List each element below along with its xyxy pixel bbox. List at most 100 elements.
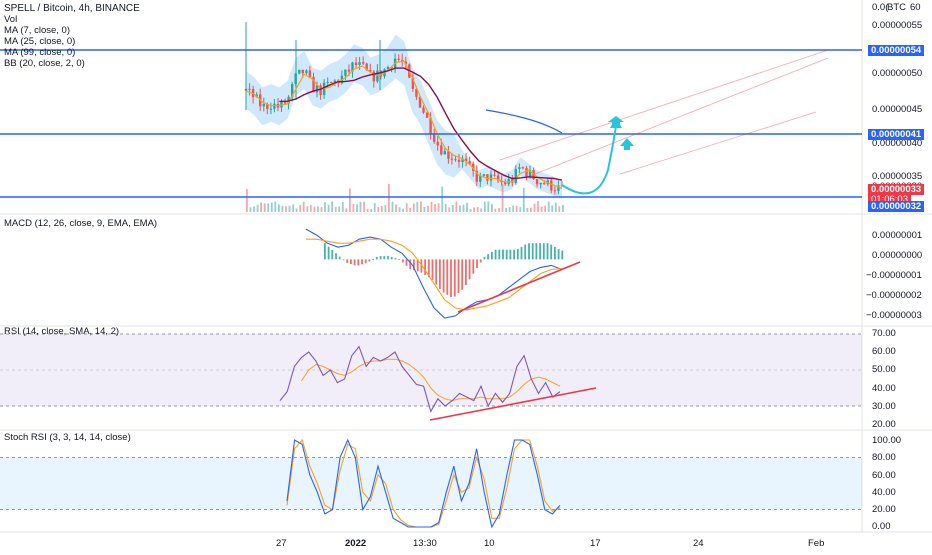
volume-bar bbox=[253, 206, 255, 212]
candle-body bbox=[379, 70, 383, 77]
macd-trendline bbox=[457, 261, 581, 313]
volume-bar bbox=[327, 204, 330, 212]
volume-bar bbox=[384, 205, 387, 212]
macd-histogram-bar bbox=[427, 259, 430, 278]
candle-body bbox=[404, 61, 407, 65]
volume-bar bbox=[437, 203, 440, 212]
candle-body bbox=[496, 175, 500, 181]
macd-histogram-bar bbox=[331, 249, 334, 260]
volume-bar bbox=[370, 209, 373, 212]
macd-histogram-bar bbox=[394, 258, 397, 260]
candle-body bbox=[443, 151, 446, 155]
volume-bar bbox=[402, 208, 404, 212]
macd-histogram-bar bbox=[346, 259, 349, 263]
rsi-line bbox=[279, 345, 561, 413]
volume-bar bbox=[498, 208, 500, 212]
stoch-title: Stoch RSI (3, 3, 14, 14, close) bbox=[4, 432, 131, 443]
candle-body bbox=[539, 183, 542, 185]
volume-bar bbox=[469, 208, 472, 212]
macd-histogram-bar bbox=[416, 259, 419, 272]
ma99-line bbox=[485, 109, 563, 134]
time-tick: 24 bbox=[693, 538, 704, 549]
macd-histogram-bar bbox=[379, 256, 382, 260]
macd-histogram-bar bbox=[498, 249, 501, 260]
macd-histogram-bar bbox=[446, 259, 449, 295]
candle-body bbox=[369, 70, 372, 72]
candle-body bbox=[440, 145, 443, 155]
candle-body bbox=[550, 180, 553, 191]
volume-bar bbox=[544, 205, 546, 212]
macd-histogram-bar bbox=[453, 259, 456, 297]
volume-bar bbox=[292, 204, 294, 212]
candle-body bbox=[447, 151, 450, 159]
arrow-up-icon bbox=[620, 138, 634, 150]
volume-bar bbox=[281, 206, 284, 212]
macd-histogram-bar bbox=[542, 243, 545, 260]
volume-bar bbox=[320, 207, 323, 212]
time-tick: 2022 bbox=[345, 538, 367, 549]
macd-histogram-bar bbox=[338, 256, 341, 260]
legend-bb: BB (20, close, 2, 0) bbox=[4, 58, 85, 69]
candle-body bbox=[514, 169, 517, 183]
macd-histogram-bar bbox=[390, 257, 393, 260]
candle-body bbox=[482, 174, 486, 176]
volume-bar bbox=[349, 188, 351, 212]
macd-signal-line bbox=[306, 238, 563, 311]
legend-title: SPELL / Bitcoin, 4h, BINANCE bbox=[4, 3, 140, 14]
candle-body bbox=[319, 85, 322, 96]
volume-bar bbox=[391, 201, 394, 212]
volume-bar bbox=[278, 204, 280, 212]
price-marker-032: 0.00000032 bbox=[868, 201, 925, 212]
time-tick: 10 bbox=[484, 538, 495, 549]
volume-bar bbox=[441, 186, 444, 212]
macd-histogram-bar bbox=[361, 259, 363, 265]
volume-bar bbox=[562, 205, 564, 212]
macd-histogram-bar bbox=[364, 259, 367, 264]
volume-bar bbox=[317, 206, 319, 212]
volume-bar bbox=[324, 202, 326, 212]
volume-bar bbox=[547, 201, 550, 212]
macd-histogram-bar bbox=[375, 257, 378, 260]
candle-body bbox=[411, 77, 415, 89]
volume-bar bbox=[459, 205, 461, 212]
ma7-line bbox=[245, 60, 563, 189]
macd-histogram-bar bbox=[372, 259, 374, 260]
candle-body bbox=[333, 80, 336, 83]
axis-top-partial: 0.0( bbox=[872, 2, 889, 13]
volume-bar bbox=[526, 208, 529, 212]
candle-body bbox=[301, 69, 304, 74]
candle-body bbox=[504, 182, 507, 185]
macd-histogram-bar bbox=[502, 249, 504, 260]
volume-bar bbox=[398, 207, 401, 212]
candle-body bbox=[457, 159, 461, 162]
candle-body bbox=[354, 62, 358, 65]
volume-bar bbox=[533, 203, 536, 212]
price-marker-041: 0.00000041 bbox=[868, 129, 925, 140]
macd-line bbox=[305, 228, 563, 319]
volume-bar bbox=[302, 201, 305, 212]
candle-body bbox=[436, 141, 439, 146]
candle-body bbox=[326, 82, 329, 83]
arrow-up-icon bbox=[608, 116, 624, 128]
stoch-tick: 100.00 bbox=[872, 435, 902, 446]
macd-histogram-bar bbox=[442, 259, 445, 293]
candle-body bbox=[493, 174, 496, 176]
price-tick: 0.00000040 bbox=[872, 138, 923, 149]
volume-bar bbox=[274, 201, 277, 212]
volume-bar bbox=[491, 204, 493, 212]
volume-bar bbox=[267, 203, 270, 212]
macd-histogram-bar bbox=[439, 259, 441, 289]
macd-histogram-bar bbox=[554, 246, 556, 260]
macd-histogram-bar bbox=[405, 259, 408, 266]
volume-bar bbox=[270, 202, 273, 212]
candle-body bbox=[422, 107, 425, 113]
macd-histogram-bar bbox=[524, 244, 527, 260]
volume-bar bbox=[380, 206, 383, 212]
volume-bar bbox=[540, 206, 543, 212]
projection-curve bbox=[561, 125, 617, 195]
candle-body bbox=[372, 71, 375, 82]
macd-histogram-bar bbox=[520, 246, 523, 260]
macd-histogram-bar bbox=[327, 246, 330, 260]
